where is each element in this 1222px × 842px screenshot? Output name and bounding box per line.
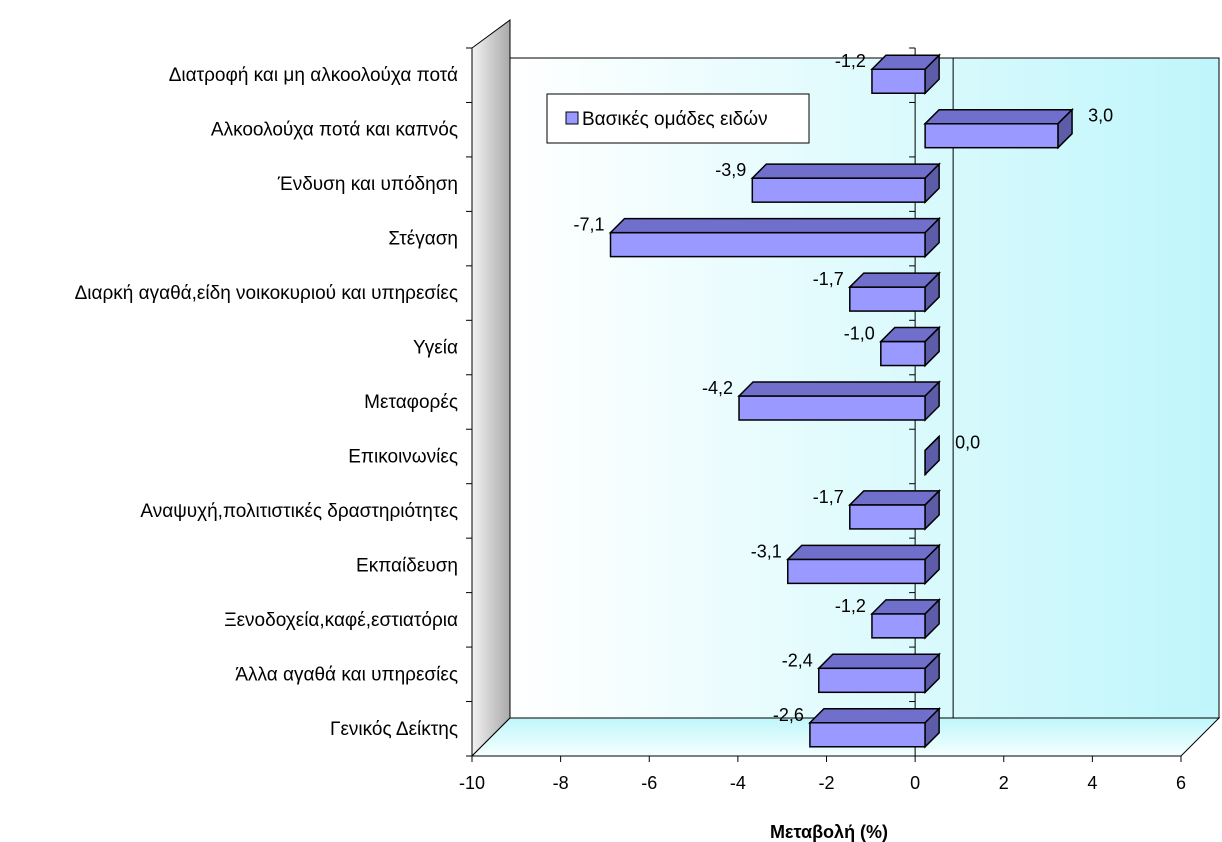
category-label: Υγεία	[413, 338, 458, 359]
bar	[849, 504, 926, 530]
bar	[738, 395, 926, 421]
bar-top	[750, 163, 941, 179]
data-label: -2,6	[773, 705, 804, 725]
data-label: -1,7	[813, 487, 844, 507]
bar	[787, 558, 926, 585]
bar-side	[1057, 107, 1073, 150]
bar-side	[924, 489, 940, 531]
bar-side	[924, 598, 940, 640]
category-label: Αλκοολούχα ποτά και καπνός	[211, 120, 458, 141]
category-label: Μεταφορές	[364, 392, 458, 413]
bar	[751, 177, 926, 203]
bar	[871, 68, 926, 94]
data-label: -1,2	[835, 51, 866, 71]
bar-side	[924, 543, 940, 586]
bar-top	[816, 653, 941, 670]
bar-side	[924, 216, 940, 259]
bar-top	[847, 272, 941, 288]
bar-side	[924, 325, 940, 368]
bar-side	[924, 162, 940, 204]
category-label: Επικοινωνίες	[348, 446, 458, 467]
bar-top	[737, 381, 941, 397]
data-label: -1,0	[844, 324, 875, 344]
data-label: -1,2	[835, 596, 866, 616]
bar-side	[924, 53, 940, 96]
x-tick-label: 2	[999, 773, 1009, 793]
x-tick-label: -4	[730, 773, 746, 793]
legend: Βασικές ομάδες ειδών	[546, 93, 810, 144]
bar-top	[923, 108, 1074, 125]
x-axis-title: Μεταβολή (%)	[770, 822, 888, 842]
x-tick-label: 4	[1087, 773, 1097, 793]
category-label: Στέγαση	[388, 229, 458, 250]
bar-side	[924, 271, 940, 313]
x-tick-label: 6	[1176, 773, 1186, 793]
bar-top	[847, 490, 941, 506]
bar	[880, 340, 926, 367]
bar-top	[808, 708, 941, 724]
category-label: Διατροφή και μη αλκοολούχα ποτά	[169, 65, 458, 86]
data-label: 0,0	[955, 432, 980, 452]
bar-top	[785, 544, 941, 561]
legend-label: Βασικές ομάδες ειδών	[582, 109, 768, 130]
category-label: Ένδυση και υπόδηση	[277, 174, 458, 195]
x-tick-label: -8	[553, 773, 569, 793]
data-label: -3,9	[715, 160, 746, 180]
x-tick-label: 0	[910, 773, 920, 793]
legend-box	[546, 93, 810, 144]
side-wall	[471, 19, 511, 758]
category-label: Διαρκή αγαθά,είδη νοικοκυριού και υπηρεσ…	[75, 283, 458, 304]
category-label: Άλλα αγαθά και υπηρεσίες	[235, 664, 458, 685]
bar-side	[924, 706, 940, 749]
data-label: -2,4	[782, 650, 813, 670]
x-tick-label: -6	[641, 773, 657, 793]
data-label: -7,1	[573, 215, 604, 235]
bar-top	[608, 217, 941, 234]
bar-side	[924, 434, 940, 477]
data-label: -1,7	[813, 269, 844, 289]
labels-group: -10 -8 -6 -4 -2 0 2 4 6 Διατροφή και μη αλκοολούχ…	[75, 51, 1186, 793]
bar	[849, 286, 926, 312]
bar-side	[924, 652, 940, 695]
bar	[871, 613, 926, 639]
bar	[809, 722, 926, 748]
category-label: Γενικός Δείκτης	[330, 719, 458, 740]
legend-swatch	[565, 111, 579, 125]
bars-group	[608, 53, 1074, 749]
data-label: -4,2	[702, 378, 733, 398]
category-label: Εκπαίδευση	[356, 555, 458, 576]
data-label: -3,1	[751, 541, 782, 561]
bar	[818, 667, 926, 694]
bar	[924, 122, 1059, 149]
bar	[609, 231, 926, 258]
category-label: Αναψυχή,πολιτιστικές δραστηριότητες	[140, 501, 458, 522]
x-tick-label: -10	[459, 773, 485, 793]
category-label: Ξενοδοχεία,καφέ,εστιατόρια	[224, 610, 458, 631]
bar-side	[924, 380, 940, 422]
x-tick-label: -2	[818, 773, 834, 793]
data-label: 3,0	[1088, 106, 1113, 126]
